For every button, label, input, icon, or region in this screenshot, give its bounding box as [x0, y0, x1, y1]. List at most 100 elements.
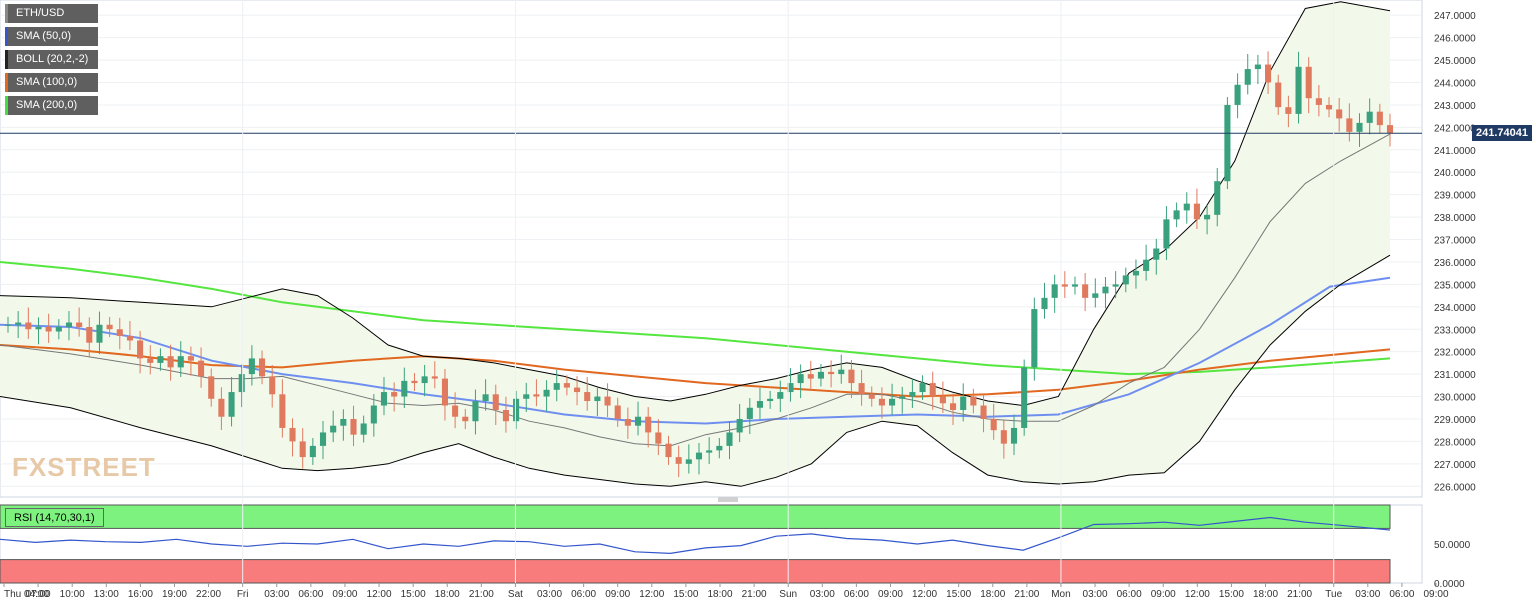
candle	[157, 356, 164, 363]
price-tick-label: 247.0000	[1434, 11, 1476, 22]
candle	[909, 392, 916, 397]
price-tick-label: 233.0000	[1434, 325, 1476, 336]
price-tick-label: 246.0000	[1434, 34, 1476, 45]
candle	[899, 396, 906, 399]
candle	[4, 324, 12, 326]
candle	[706, 450, 713, 453]
time-tick-label: 07:00	[26, 589, 51, 600]
time-tick-label: 18:00	[980, 589, 1005, 600]
legend-item-pair[interactable]: ETH/USD	[5, 4, 99, 23]
candle	[1234, 84, 1241, 105]
candle	[35, 327, 42, 330]
time-tick-label: Tue	[1325, 589, 1342, 600]
rsi-tick-label: 0.0000	[1434, 579, 1465, 590]
candle	[624, 418, 631, 426]
candle	[177, 356, 184, 368]
candle	[1112, 284, 1119, 287]
time-tick-label: 06:00	[298, 589, 323, 600]
candle	[1265, 64, 1272, 83]
rsi-line	[0, 516, 1391, 555]
time-tick-label: 09:00	[1151, 589, 1176, 600]
candle	[1183, 203, 1190, 211]
candle	[563, 383, 570, 388]
candle	[1204, 214, 1211, 220]
time-tick-label: 09:00	[332, 589, 357, 600]
candle	[574, 387, 581, 393]
candle	[167, 356, 174, 368]
legend-item-sma50[interactable]: SMA (50,0)	[5, 27, 99, 46]
time-tick-label: 15:00	[401, 589, 426, 600]
candle	[675, 457, 682, 464]
candle	[1193, 203, 1200, 220]
price-tick-label: 234.0000	[1434, 303, 1476, 314]
bollinger-upper-line	[0, 1, 1391, 407]
candle	[1386, 125, 1394, 134]
candle	[1224, 104, 1231, 182]
candle	[1071, 284, 1079, 287]
time-tick-label: 03:00	[1083, 589, 1108, 600]
candle	[25, 322, 32, 330]
candle	[350, 418, 357, 435]
candle	[1295, 66, 1302, 114]
candle	[553, 383, 560, 390]
candle	[919, 383, 926, 393]
time-tick-label: 06:00	[844, 589, 869, 600]
candle	[55, 327, 62, 332]
candle	[949, 403, 957, 411]
candle	[1254, 64, 1261, 70]
time-tick-label: 21:00	[469, 589, 494, 600]
candle	[1122, 275, 1129, 285]
candle	[431, 376, 438, 379]
candle	[1102, 286, 1109, 294]
candle	[1061, 284, 1068, 287]
rsi-label[interactable]: RSI (14,70,30,1)	[5, 508, 104, 527]
candle	[289, 427, 296, 442]
candle	[502, 410, 509, 422]
candle	[1173, 210, 1180, 220]
price-tick-label: 226.0000	[1434, 482, 1476, 493]
candle	[767, 398, 774, 402]
candle	[584, 392, 591, 402]
time-tick-label: 13:00	[94, 589, 119, 600]
pane-resize-handle	[718, 497, 738, 502]
candle	[411, 380, 418, 384]
time-tick-label: 12:00	[1185, 589, 1210, 600]
candle	[990, 418, 997, 431]
bollinger-lower-line	[0, 254, 1391, 487]
candle	[1366, 111, 1373, 123]
price-tick-label: 238.0000	[1434, 213, 1476, 224]
candle	[1376, 111, 1383, 126]
candle	[187, 356, 194, 361]
price-tick-label: 242.0000	[1434, 123, 1476, 134]
candle	[746, 407, 753, 419]
legend-item-sma100[interactable]: SMA (100,0)	[5, 73, 99, 92]
candle	[614, 405, 621, 419]
legend-item-boll[interactable]: BOLL (20,2,-2)	[5, 50, 99, 69]
candle	[299, 441, 306, 458]
candle	[1000, 430, 1007, 444]
candle	[238, 374, 245, 393]
candle	[86, 327, 93, 343]
candle	[726, 432, 733, 446]
time-tick-label: 06:00	[1117, 589, 1142, 600]
candle	[401, 380, 408, 397]
legend-item-sma200[interactable]: SMA (200,0)	[5, 96, 99, 115]
candle	[736, 418, 743, 433]
price-tick-label: 241.0000	[1434, 146, 1476, 157]
candle	[1082, 284, 1089, 298]
candle	[472, 401, 479, 422]
time-tick-label: 21:00	[742, 589, 767, 600]
price-tick-label: 229.0000	[1434, 415, 1476, 426]
candle	[1214, 181, 1221, 215]
candle	[1031, 309, 1038, 368]
candle	[208, 376, 215, 399]
time-tick-label: 06:00	[571, 589, 596, 600]
candle	[1132, 270, 1140, 276]
price-tick-label: 231.0000	[1434, 370, 1476, 381]
time-tick-label: 03:00	[810, 589, 835, 600]
price-tick-label: 227.0000	[1434, 460, 1476, 471]
price-tick-label: 239.0000	[1434, 191, 1476, 202]
candle	[594, 396, 601, 402]
price-tick-label: 245.0000	[1434, 56, 1476, 67]
price-tick-label: 243.0000	[1434, 101, 1476, 112]
